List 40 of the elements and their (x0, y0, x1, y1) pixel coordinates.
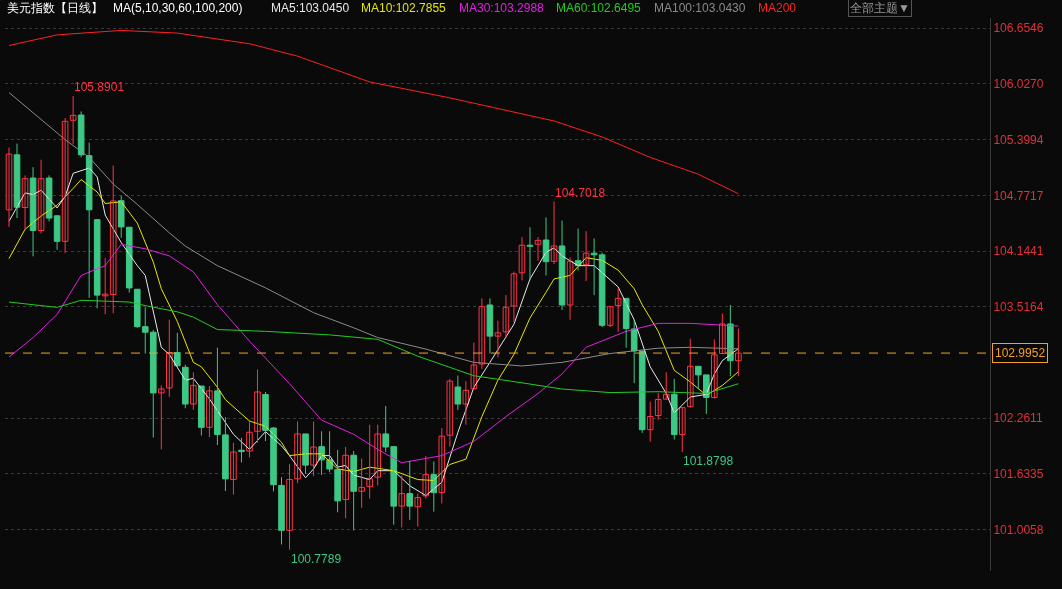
line-series (8, 243, 739, 464)
chart-title: 美元指数【日线】 (7, 1, 103, 15)
candlestick (358, 458, 365, 509)
candlestick (230, 442, 237, 496)
annotation: 100.7789 (291, 552, 342, 566)
candlestick (735, 328, 742, 377)
y-tick-label: 105.3994 (993, 132, 1044, 147)
y-tick-label: 106.6546 (993, 21, 1044, 36)
y-tick-label: 104.1441 (993, 244, 1044, 259)
annotation: 105.8901 (74, 80, 125, 94)
text: MA5:103.0450 (271, 1, 350, 15)
text: MA100:103.0430 (654, 1, 746, 15)
y-tick-label: 106.0270 (993, 77, 1044, 92)
candlestick (614, 288, 622, 333)
candlestick (93, 218, 101, 309)
line-series (8, 29, 739, 195)
candlestick (678, 407, 686, 453)
y-tick-label: 101.6335 (993, 467, 1044, 482)
candlestick (278, 476, 285, 545)
text: MA(5,10,30,60,100,200) (113, 1, 243, 15)
y-tick-label: 101.0058 (993, 522, 1044, 537)
candlestick (302, 433, 309, 475)
candlestick (406, 460, 414, 521)
y-tick-label: 103.5164 (993, 300, 1044, 314)
text: MA60:102.6495 (556, 1, 642, 15)
y-tick-label: 104.7717 (993, 188, 1044, 203)
annotation: 101.8798 (683, 454, 734, 468)
annotation: 104.7018 (555, 186, 606, 200)
candlestick (446, 378, 454, 448)
text: MA200 (758, 1, 797, 15)
y-tick-label: 102.2611 (993, 411, 1043, 426)
text: MA10:102.7855 (361, 1, 447, 15)
text: 全部主题▼ (850, 1, 910, 15)
ref-line-label: 102.9952 (995, 346, 1046, 360)
text: MA30:103.2988 (459, 1, 545, 15)
candlestick (398, 475, 406, 528)
candlestick (414, 493, 422, 527)
candlestick (190, 371, 197, 411)
candlestick (646, 401, 654, 443)
line-series (8, 92, 739, 367)
